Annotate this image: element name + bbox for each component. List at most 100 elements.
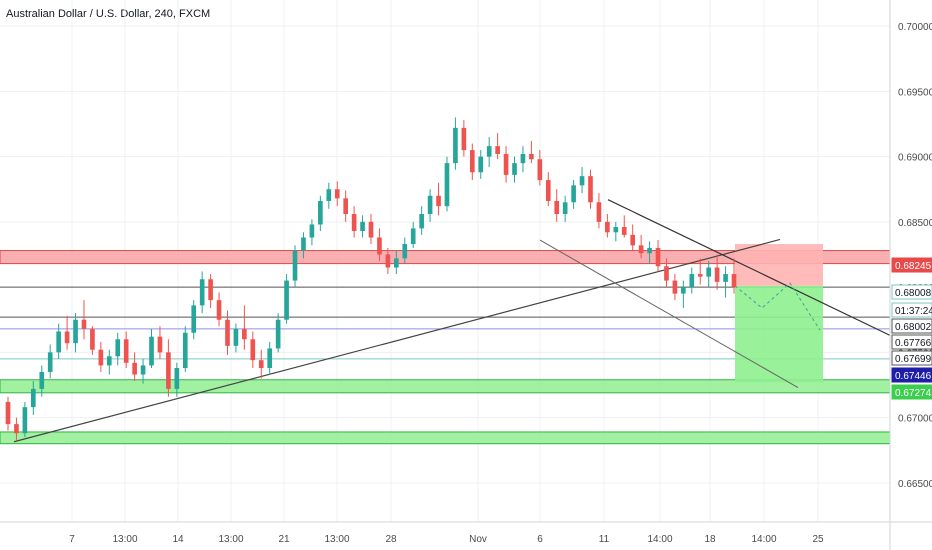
candle[interactable] [301,237,306,251]
candle[interactable] [81,319,87,329]
candle[interactable] [334,189,340,199]
candle[interactable] [309,224,315,238]
candle[interactable] [410,228,416,245]
candle[interactable] [39,371,45,389]
candle[interactable] [292,250,298,281]
candle[interactable] [123,339,129,363]
candle[interactable] [174,368,180,389]
candle[interactable] [98,349,104,366]
candle[interactable] [73,319,78,344]
candle[interactable] [545,180,551,201]
candle[interactable] [140,365,146,375]
candle[interactable] [664,266,669,281]
x-tick-label: 14:00 [647,534,672,545]
candle[interactable] [284,280,289,320]
candle[interactable] [250,339,256,361]
candle[interactable] [697,274,703,277]
candle[interactable] [647,247,652,254]
candle[interactable] [31,388,36,408]
candle[interactable] [436,195,441,207]
candle[interactable] [731,274,737,288]
candle[interactable] [681,287,686,294]
candle[interactable] [182,332,188,369]
candle[interactable] [461,127,467,151]
candle[interactable] [191,305,197,333]
candle[interactable] [495,146,500,154]
candle[interactable] [714,267,720,282]
candle[interactable] [723,274,728,282]
candle[interactable] [478,156,484,173]
candle[interactable] [444,163,450,207]
candle[interactable] [343,198,348,215]
candle[interactable] [64,331,70,344]
candle[interactable] [672,280,678,294]
candle[interactable] [157,336,163,353]
candle[interactable] [554,200,560,215]
candle[interactable] [638,245,644,254]
candle[interactable] [596,202,602,222]
candle[interactable] [529,153,534,160]
candle[interactable] [351,214,357,231]
candle[interactable] [402,244,408,259]
candle[interactable] [427,195,433,215]
candle[interactable] [621,227,627,235]
candle[interactable] [469,150,475,173]
candle[interactable] [115,339,121,357]
candle[interactable] [166,352,171,389]
candle[interactable] [149,336,154,366]
candle[interactable] [689,274,695,288]
price-tag-label: 0.67446 [895,371,932,382]
candle[interactable] [275,319,281,349]
candle[interactable] [360,221,365,231]
candle[interactable] [14,424,19,434]
candle[interactable] [56,331,61,353]
candle[interactable] [267,348,273,369]
candle[interactable] [5,401,11,425]
candle[interactable] [326,189,332,201]
candle[interactable] [503,153,509,175]
candle[interactable] [605,221,610,233]
candle[interactable] [588,176,593,203]
candle[interactable] [613,227,619,233]
candle[interactable] [225,319,230,346]
falling-trendline-upper[interactable] [607,199,891,336]
candle[interactable] [90,328,95,350]
candle[interactable] [132,362,137,375]
candle[interactable] [394,258,399,268]
candle[interactable] [562,202,568,215]
candle[interactable] [486,146,492,157]
candle[interactable] [512,163,517,175]
candle[interactable] [419,214,424,229]
candle[interactable] [368,221,374,238]
price-tag [891,367,932,383]
candle[interactable] [242,328,247,340]
candle[interactable] [47,352,53,372]
candle[interactable] [318,200,323,225]
candle[interactable] [233,328,239,346]
candle[interactable] [706,267,711,277]
candle[interactable] [377,237,382,255]
candle[interactable] [571,185,576,203]
candle[interactable] [579,176,585,186]
candle[interactable] [520,153,526,164]
x-tick-label: 7 [69,534,75,545]
falling-trendline-lower[interactable] [539,239,799,389]
candle[interactable] [655,247,661,267]
candle[interactable] [22,407,28,434]
candle[interactable] [216,300,222,320]
candle[interactable] [258,360,264,369]
candle[interactable] [199,279,205,306]
rising-trendline[interactable] [13,238,781,443]
candle[interactable] [453,127,458,164]
x-tick-label: Nov [469,534,487,545]
candle[interactable] [106,356,112,366]
price-tag-label: 0.68002 [895,322,932,333]
candle[interactable] [630,234,636,246]
price-tag [891,318,932,334]
candle[interactable] [385,254,391,268]
candle[interactable] [537,159,543,181]
price-tag [891,284,932,300]
y-tick-label: 0.69000 [898,153,932,164]
candle[interactable] [208,279,213,301]
